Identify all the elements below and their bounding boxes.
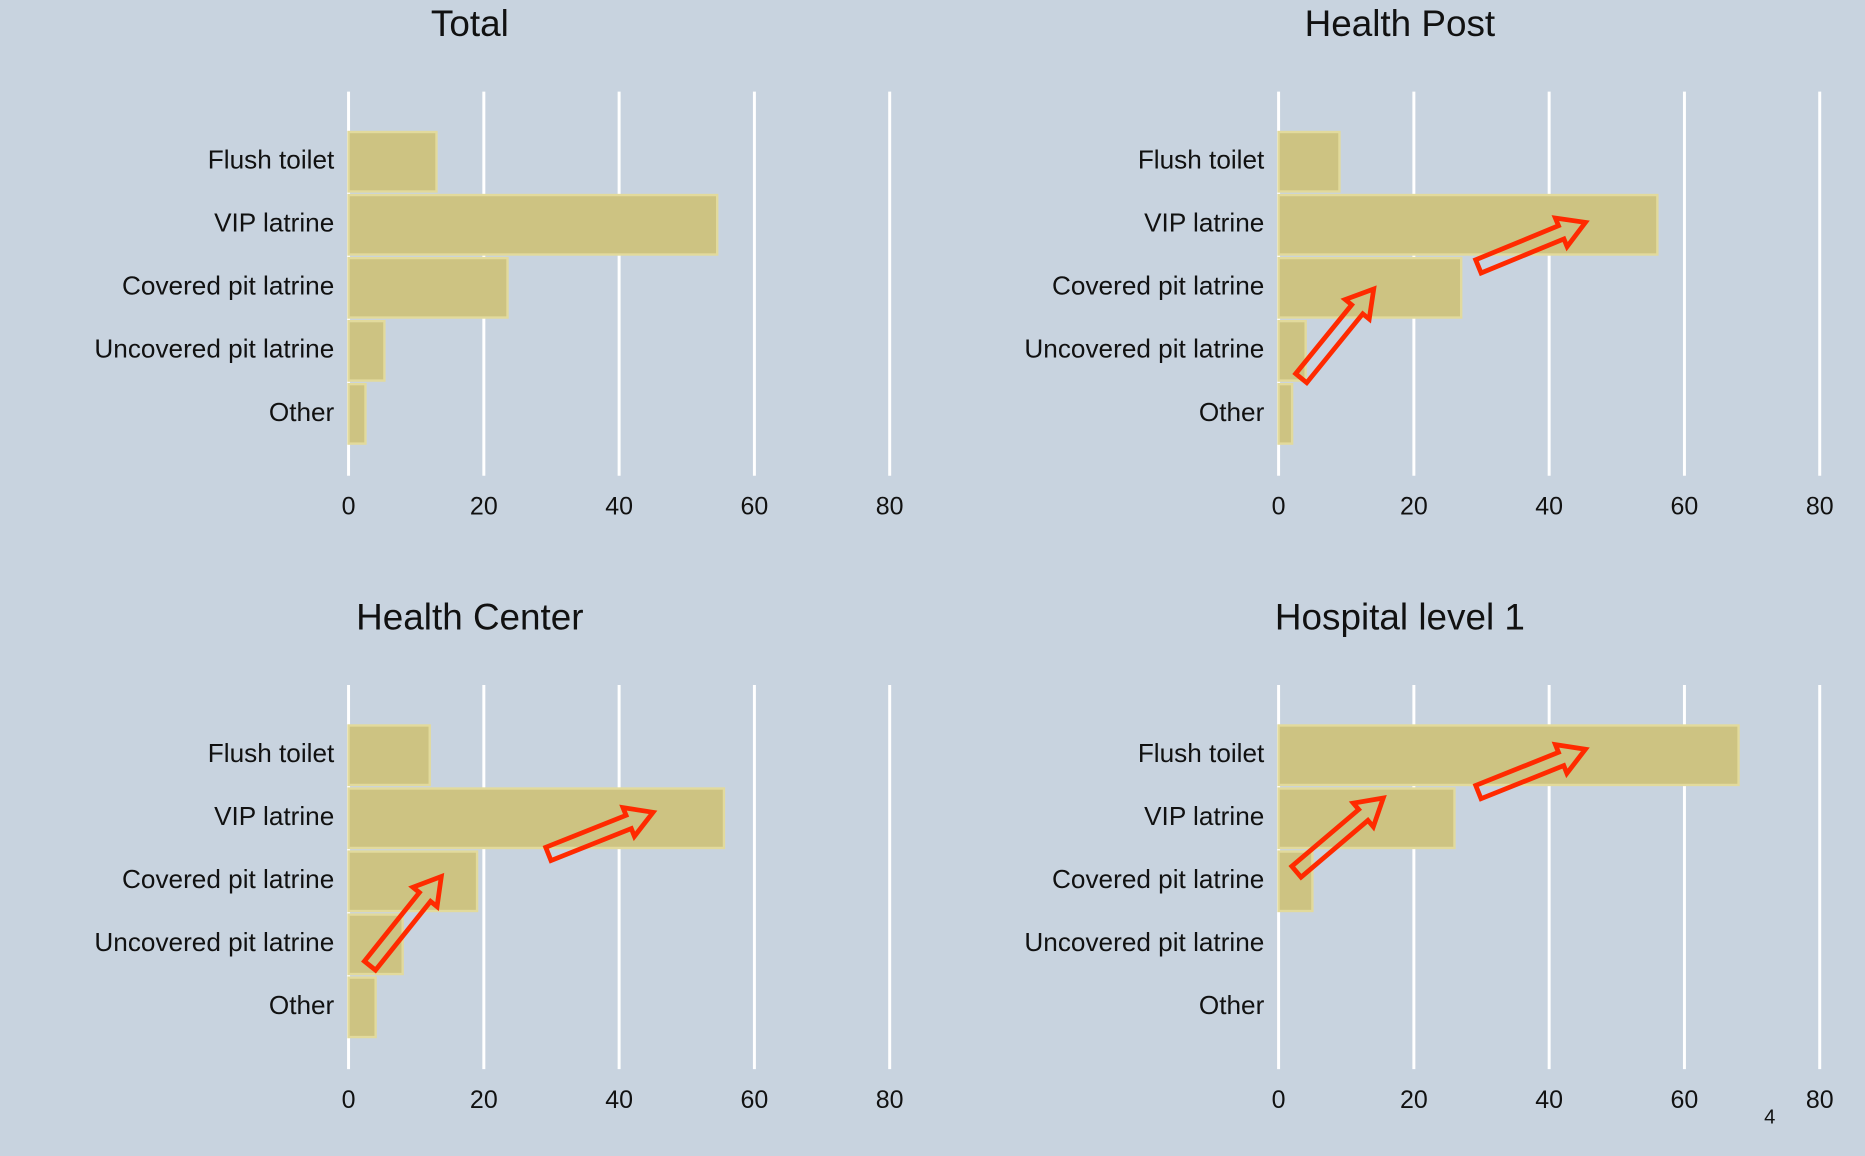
x-tick-label: 20 <box>470 492 498 520</box>
x-tick-label: 40 <box>1535 1086 1563 1114</box>
x-tick-label: 80 <box>1806 1086 1834 1114</box>
x-tick-label: 80 <box>876 492 904 520</box>
category-label: Uncovered pit latrine <box>1024 927 1264 957</box>
bar <box>1277 724 1740 787</box>
x-tick-label: 0 <box>342 1086 356 1114</box>
bar <box>1277 319 1307 382</box>
bar <box>1277 193 1659 256</box>
bar <box>347 382 367 445</box>
category-label: VIP latrine <box>214 801 334 831</box>
annotation-arrow <box>1292 285 1377 387</box>
category-label: Other <box>1199 990 1265 1020</box>
x-tick-label: 80 <box>876 1086 904 1114</box>
x-tick-label: 0 <box>1272 492 1286 520</box>
annotation-arrow <box>1472 741 1590 802</box>
category-label: Flush toilet <box>208 145 335 175</box>
category-label: Other <box>269 990 335 1020</box>
x-tick-label: 60 <box>741 492 769 520</box>
bar <box>1277 130 1341 193</box>
category-label: Flush toilet <box>208 738 335 768</box>
x-tick-label: 60 <box>1671 1086 1699 1114</box>
category-label: Other <box>269 397 335 427</box>
x-tick-label: 60 <box>1671 492 1699 520</box>
category-label: Covered pit latrine <box>1052 271 1264 301</box>
category-label: VIP latrine <box>1144 801 1264 831</box>
x-tick-label: 20 <box>1400 492 1428 520</box>
page-number: 4 <box>1764 1106 1775 1128</box>
bar <box>347 319 386 382</box>
annotation-arrow <box>361 872 445 974</box>
chart-title: Health Center <box>356 596 583 637</box>
chart-title: Health Post <box>1305 3 1496 44</box>
category-label: Covered pit latrine <box>122 864 334 894</box>
bar <box>347 256 509 319</box>
chart-title: Hospital level 1 <box>1275 596 1525 637</box>
category-label: Flush toilet <box>1138 738 1265 768</box>
x-tick-label: 20 <box>470 1086 498 1114</box>
bar <box>1277 787 1456 850</box>
category-label: VIP latrine <box>214 208 334 238</box>
bar <box>347 976 377 1039</box>
bar <box>347 130 438 193</box>
x-tick-label: 0 <box>342 492 356 520</box>
chart-title: Total <box>431 3 509 44</box>
bar <box>1277 850 1314 913</box>
bar <box>1277 382 1294 445</box>
category-label: Uncovered pit latrine <box>1024 334 1264 364</box>
bar <box>347 193 719 256</box>
annotation-arrow <box>542 804 658 864</box>
x-tick-label: 40 <box>605 1086 633 1114</box>
annotation-arrow <box>1472 215 1590 277</box>
annotation-arrow <box>1288 794 1387 881</box>
category-label: Uncovered pit latrine <box>94 334 334 364</box>
category-label: Covered pit latrine <box>122 271 334 301</box>
bar <box>347 787 726 850</box>
category-label: Flush toilet <box>1138 145 1265 175</box>
category-label: Other <box>1199 397 1265 427</box>
x-tick-label: 40 <box>605 492 633 520</box>
bar <box>347 724 431 787</box>
category-label: Covered pit latrine <box>1052 864 1264 894</box>
x-tick-label: 20 <box>1400 1086 1428 1114</box>
category-label: VIP latrine <box>1144 208 1264 238</box>
category-label: Uncovered pit latrine <box>94 927 334 957</box>
x-tick-label: 60 <box>741 1086 769 1114</box>
x-tick-label: 0 <box>1272 1086 1286 1114</box>
x-tick-label: 40 <box>1535 492 1563 520</box>
x-tick-label: 80 <box>1806 492 1834 520</box>
